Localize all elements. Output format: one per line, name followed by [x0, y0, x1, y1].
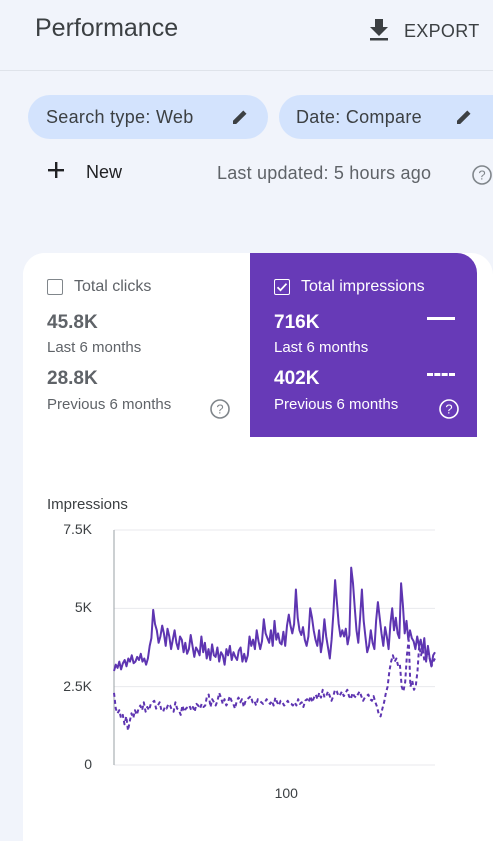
- last-updated-text: Last updated: 5 hours ago: [217, 163, 432, 183]
- help-icon[interactable]: ?: [471, 164, 493, 191]
- impressions-title: Total impressions: [301, 278, 425, 295]
- search-type-chip[interactable]: Search type: Web: [28, 95, 268, 139]
- clicks-previous-value: 28.8K: [47, 368, 98, 389]
- search-type-label: Search type: Web: [46, 106, 194, 127]
- svg-text:?: ?: [478, 168, 485, 183]
- impressions-previous-label: Previous 6 months: [274, 396, 399, 413]
- plus-icon: [46, 160, 66, 185]
- impressions-current-value: 716K: [274, 312, 320, 333]
- y-tick-label: 2.5K: [63, 677, 92, 694]
- new-filter-button[interactable]: New: [46, 160, 122, 185]
- x-tick-label: 100: [274, 785, 298, 801]
- export-button[interactable]: EXPORT: [368, 17, 480, 46]
- page-header: Performance EXPORT: [0, 0, 493, 71]
- y-tick-label: 0: [84, 756, 92, 772]
- current-period-line: [113, 566, 436, 672]
- y-tick-label: 5K: [74, 599, 92, 616]
- clicks-current-label: Last 6 months: [47, 339, 142, 356]
- new-label: New: [86, 162, 123, 182]
- clicks-checkbox[interactable]: [47, 279, 63, 295]
- svg-text:?: ?: [445, 402, 452, 417]
- download-icon: [368, 17, 390, 46]
- y-axis-title: Impressions: [47, 496, 128, 513]
- edit-pencil-icon: [455, 108, 473, 131]
- edit-pencil-icon: [231, 108, 249, 131]
- checkmark-icon: [276, 283, 288, 292]
- chart-canvas: [113, 529, 436, 766]
- export-label: EXPORT: [404, 21, 480, 41]
- y-tick-label: 7.5K: [63, 521, 92, 537]
- impressions-checkbox[interactable]: [274, 279, 290, 295]
- legend-solid-line: [427, 317, 455, 320]
- impressions-current-label: Last 6 months: [274, 339, 369, 356]
- impressions-previous-value: 402K: [274, 368, 320, 389]
- total-clicks-metric[interactable]: Total clicks 45.8K Last 6 months 28.8K P…: [23, 253, 250, 437]
- performance-card: Total clicks 45.8K Last 6 months 28.8K P…: [23, 253, 493, 841]
- legend-dashed-line: [427, 373, 455, 376]
- help-icon[interactable]: ?: [209, 398, 231, 425]
- date-chip[interactable]: Date: Compare: [279, 95, 493, 139]
- svg-text:?: ?: [216, 402, 223, 417]
- page-title: Performance: [35, 14, 179, 42]
- clicks-previous-label: Previous 6 months: [47, 396, 172, 413]
- clicks-title: Total clicks: [74, 278, 152, 295]
- previous-period-line: [113, 638, 436, 732]
- date-label: Date: Compare: [296, 106, 422, 127]
- total-impressions-metric[interactable]: Total impressions 716K Last 6 months 402…: [250, 253, 477, 437]
- clicks-current-value: 45.8K: [47, 312, 98, 333]
- impressions-chart: Impressions 0 2.5K 5K 7.5K 100: [23, 437, 493, 841]
- help-icon[interactable]: ?: [438, 398, 460, 425]
